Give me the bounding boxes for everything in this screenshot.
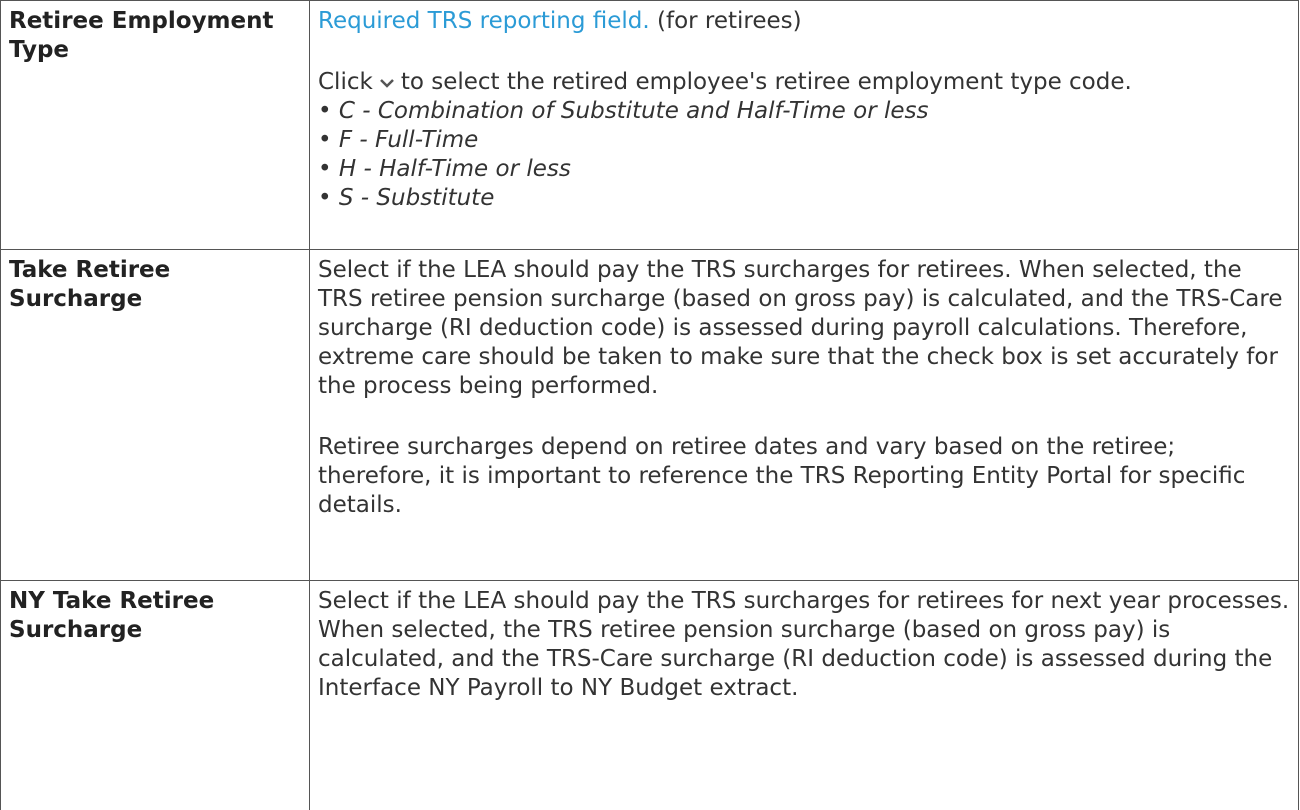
dropdown-icon: [379, 78, 394, 88]
paragraph: Select if the LEA should pay the TRS sur…: [318, 257, 1283, 399]
text: Click: [318, 69, 373, 95]
field-label: Retiree Employment Type: [0, 0, 310, 250]
field-description: Required TRS reporting field. (for retir…: [309, 0, 1299, 250]
paragraph: Select if the LEA should pay the TRS sur…: [318, 588, 1290, 701]
text: to select the retired employee's retiree…: [400, 69, 1132, 95]
field-label: NY Take Retiree Surcharge: [0, 580, 310, 810]
link[interactable]: Required TRS reporting field.: [318, 8, 650, 34]
list-item: F - Full-Time: [318, 126, 1290, 155]
field-description: Select if the LEA should pay the TRS sur…: [309, 249, 1299, 581]
table-row: Take Retiree Surcharge Select if the LEA…: [0, 249, 1299, 581]
list-item: C - Combination of Substitute and Half-T…: [318, 97, 1290, 126]
paragraph: Required TRS reporting field. (for retir…: [318, 7, 1290, 36]
list-item: S - Substitute: [318, 184, 1290, 213]
list-item: H - Half-Time or less: [318, 155, 1290, 184]
note: (for retirees): [657, 8, 802, 34]
field-description: Select if the LEA should pay the TRS sur…: [309, 580, 1299, 810]
table-row: NY Take Retiree Surcharge Select if the …: [0, 580, 1299, 810]
code-list: C - Combination of Substitute and Half-T…: [318, 97, 1290, 213]
paragraph: Click to select the retired employee's re…: [318, 68, 1290, 97]
field-label: Take Retiree Surcharge: [0, 249, 310, 581]
paragraph: Retiree surcharges depend on retiree dat…: [318, 434, 1246, 518]
table-row: Retiree Employment Type Required TRS rep…: [0, 0, 1299, 250]
